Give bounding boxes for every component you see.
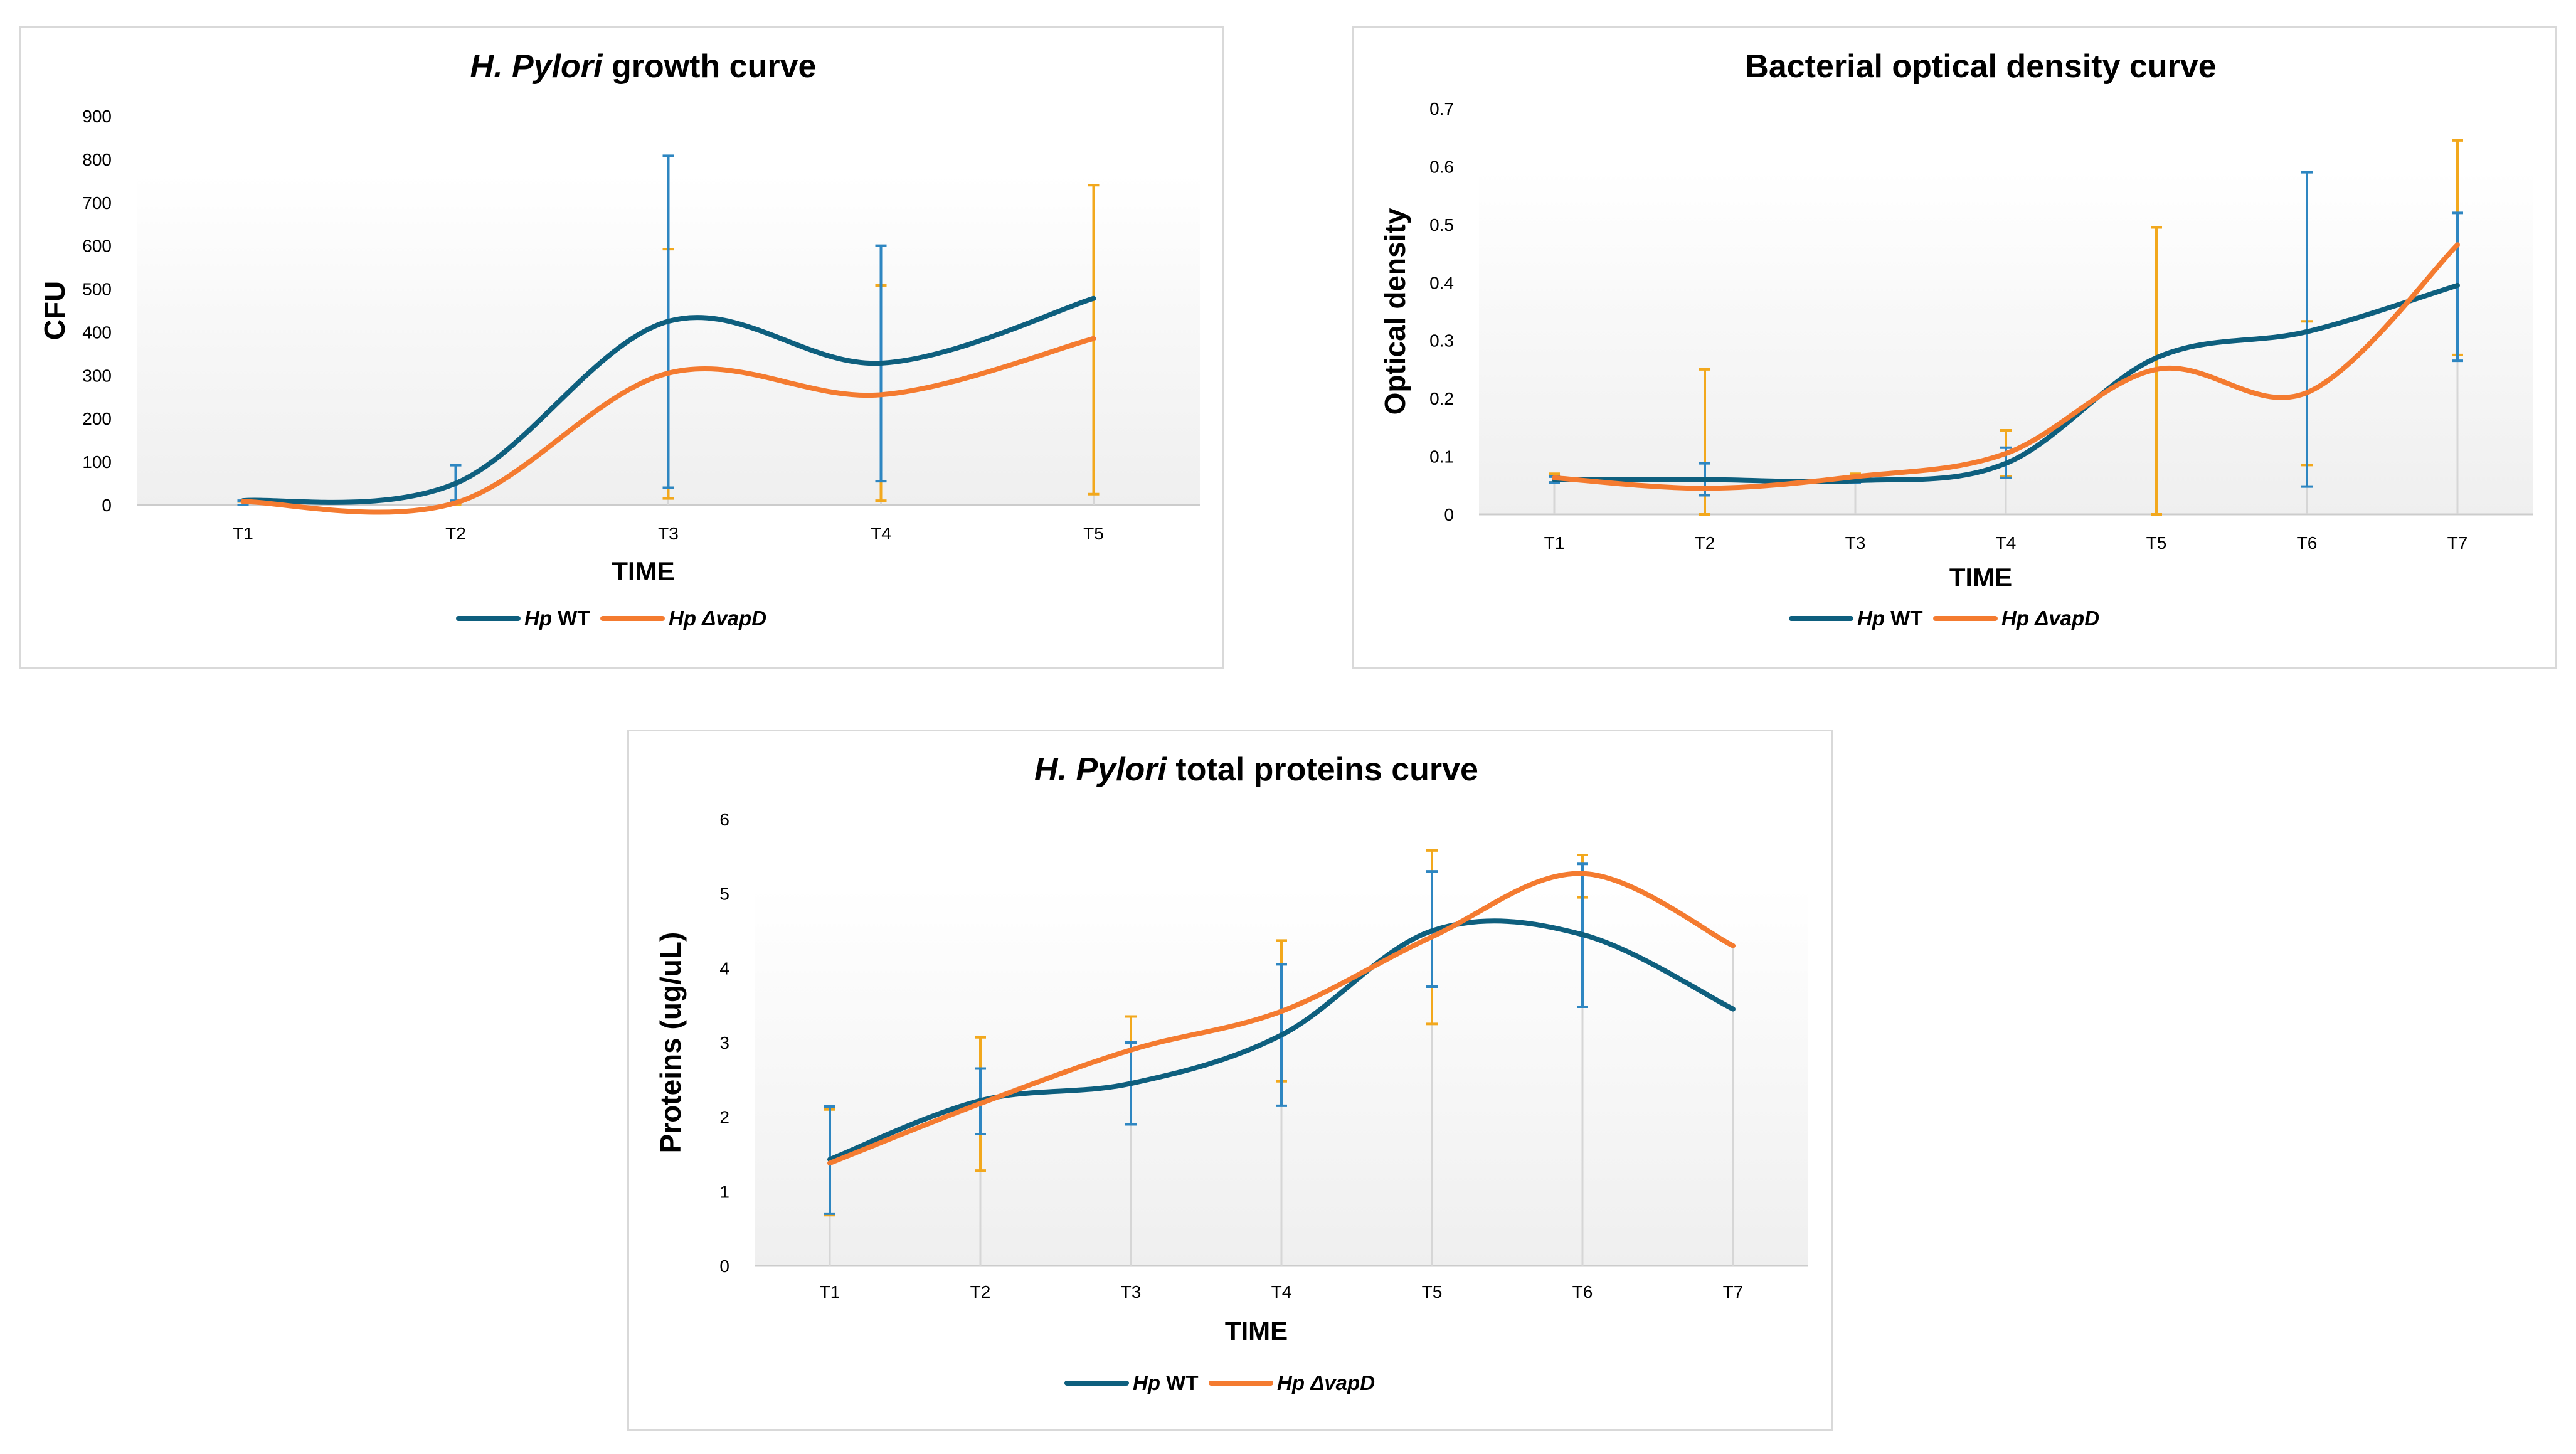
y-tick-label: 4 — [719, 958, 729, 978]
x-tick-label: T1 — [1544, 533, 1565, 553]
y-tick-label: 0.2 — [1429, 389, 1454, 408]
x-tick-label: T4 — [1996, 533, 2017, 553]
chart-panel-proteins: H. Pylori total proteins curve 0 1 2 3 4 5 6 T1 T… — [627, 730, 1833, 1431]
y-tick-label: 500 — [82, 280, 112, 299]
legend-label-wt: Hp WT — [524, 607, 590, 630]
growth-curve-chart: H. Pylori growth curve 0 100 200 300 400 500 60… — [38, 48, 1200, 630]
series-line-vapd — [827, 871, 1736, 1166]
legend-label-vapd: Hp ΔvapD — [1277, 1371, 1375, 1394]
y-tick-label: 5 — [719, 884, 729, 904]
y-tick-label: 3 — [719, 1033, 729, 1053]
y-tick-label: 0 — [719, 1256, 729, 1276]
x-tick-label: T7 — [2447, 533, 2468, 553]
chart-title: Bacterial optical density curve — [1745, 48, 2216, 85]
series-line-vapd — [1552, 242, 2460, 491]
y-tick-label: 400 — [82, 322, 112, 342]
series-line-vapd — [240, 336, 1096, 515]
y-tick-label: 200 — [82, 409, 112, 428]
series-line-wt — [240, 295, 1096, 505]
x-tick-label: T1 — [820, 1282, 840, 1302]
legend-label-wt: Hp WT — [1133, 1371, 1198, 1394]
y-tick-label: 600 — [82, 236, 112, 256]
chart-panel-growth: H. Pylori growth curve 0 100 200 300 400 500 60… — [19, 26, 1224, 669]
x-tick-label: T6 — [2297, 533, 2318, 553]
x-tick-label: T3 — [1121, 1282, 1142, 1302]
chart-title: H. Pylori growth curve — [470, 48, 817, 85]
x-tick-label: T5 — [2146, 533, 2167, 553]
y-tick-label: 2 — [719, 1108, 729, 1127]
x-axis-label: TIME — [612, 556, 674, 586]
x-tick-label: T5 — [1422, 1282, 1443, 1302]
y-tick-label: 0 — [102, 496, 112, 515]
x-tick-label: T5 — [1083, 524, 1104, 543]
x-tick-label: T4 — [1271, 1282, 1292, 1302]
y-tick-label: 0.5 — [1429, 215, 1454, 235]
x-tick-label: T2 — [970, 1282, 991, 1302]
x-tick-label: T1 — [233, 524, 253, 543]
optical-density-chart: Bacterial optical density curve 0 0.1 0.2 0.… — [1379, 48, 2533, 630]
chart-title: H. Pylori total proteins curve — [1034, 751, 1478, 788]
y-tick-label: 0.6 — [1429, 157, 1454, 176]
total-proteins-chart: H. Pylori total proteins curve 0 1 2 3 4 5 6 T1 T… — [654, 751, 1808, 1394]
legend-label-vapd: Hp ΔvapD — [2001, 607, 2099, 630]
x-tick-label: T6 — [1572, 1282, 1593, 1302]
x-tick-label: T2 — [445, 524, 466, 543]
y-axis-label: Proteins (ug/uL) — [654, 932, 687, 1154]
y-tick-label: 0.4 — [1429, 273, 1454, 292]
x-tick-label: T4 — [871, 524, 891, 543]
y-tick-label: 800 — [82, 150, 112, 169]
y-tick-label: 300 — [82, 366, 112, 385]
chart-legend: Hp WT Hp ΔvapD — [456, 607, 766, 630]
y-tick-label: 0 — [1444, 505, 1454, 524]
chart-panel-od: Bacterial optical density curve 0 0.1 0.2 0.… — [1352, 26, 2557, 669]
series-line-wt — [1552, 282, 2460, 485]
chart-legend: Hp WT Hp ΔvapD — [1789, 607, 2099, 630]
legend-label-vapd: Hp ΔvapD — [669, 607, 766, 630]
y-axis-label: Optical density — [1379, 208, 1411, 415]
y-tick-label: 0.3 — [1429, 331, 1454, 351]
x-tick-label: T3 — [1845, 533, 1866, 553]
y-tick-label: 0.1 — [1429, 447, 1454, 467]
x-axis-label: TIME — [1225, 1316, 1288, 1345]
x-tick-label: T7 — [1723, 1282, 1744, 1302]
legend-label-wt: Hp WT — [1857, 607, 1922, 630]
x-axis-label: TIME — [1949, 563, 2012, 592]
series-line-wt — [827, 918, 1736, 1162]
y-tick-label: 1 — [719, 1182, 729, 1201]
y-tick-label: 700 — [82, 193, 112, 213]
y-tick-label: 6 — [719, 810, 729, 829]
y-tick-label: 900 — [82, 107, 112, 126]
y-tick-label: 100 — [82, 452, 112, 472]
y-tick-label: 0.7 — [1429, 99, 1454, 119]
chart-legend: Hp WT Hp ΔvapD — [1064, 1371, 1375, 1394]
y-axis-label: CFU — [38, 281, 71, 341]
x-tick-label: T3 — [658, 524, 679, 543]
x-tick-label: T2 — [1695, 533, 1715, 553]
